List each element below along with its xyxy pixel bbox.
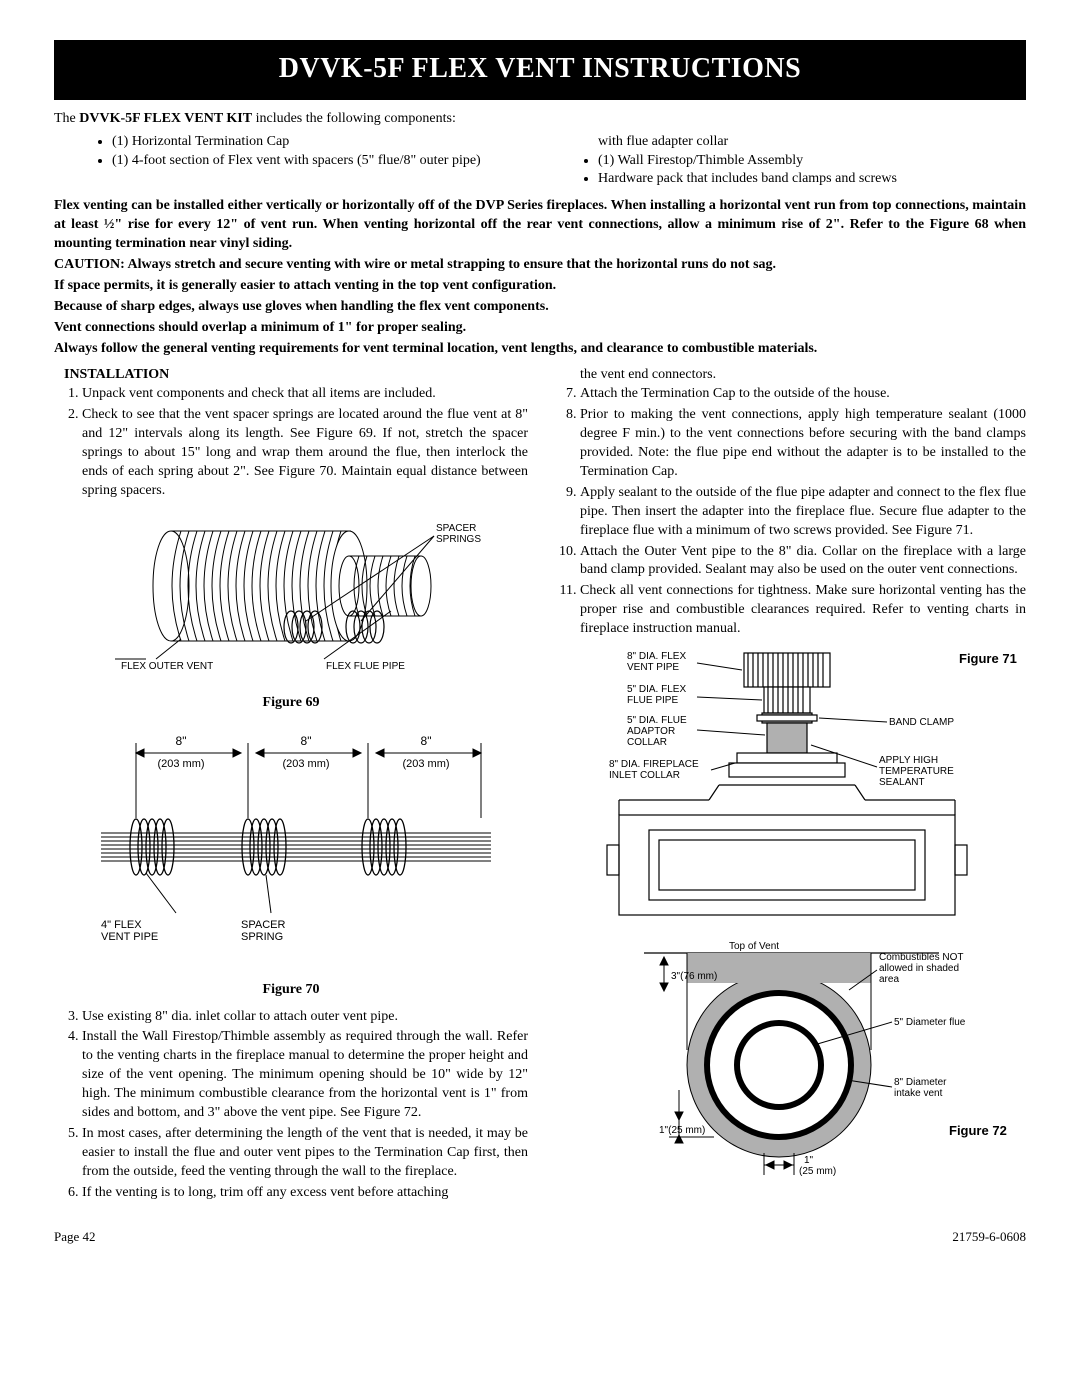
svg-text:TEMPERATURE: TEMPERATURE <box>879 766 954 777</box>
figure-70: 8" (203 mm) 8" (203 mm) 8" (203 mm) <box>54 723 528 973</box>
svg-text:Top of Vent: Top of Vent <box>729 941 779 952</box>
svg-text:Figure 71: Figure 71 <box>959 651 1017 666</box>
installation-head: INSTALLATION <box>54 366 528 385</box>
components-columns: (1) Horizontal Termination Cap (1) 4-foo… <box>54 133 1026 190</box>
install-step: If the venting is to long, trim off any … <box>82 1184 528 1203</box>
figure-70-caption: Figure 70 <box>54 981 528 1000</box>
install-step: Check all vent connections for tightness… <box>580 582 1026 639</box>
figure-69-caption: Figure 69 <box>54 694 528 713</box>
svg-text:BAND CLAMP: BAND CLAMP <box>889 717 954 728</box>
warning-line: If space permits, it is generally easier… <box>54 277 1026 296</box>
figure-71: 8" DIA. FLEXVENT PIPE 5" DIA. FLEXFLUE P… <box>552 645 1026 925</box>
svg-text:Figure 72: Figure 72 <box>949 1123 1007 1138</box>
svg-text:SEALANT: SEALANT <box>879 777 925 788</box>
svg-text:ADAPTOR: ADAPTOR <box>627 726 675 737</box>
svg-text:VENT PIPE: VENT PIPE <box>627 662 679 673</box>
intro-line: The DVVK-5F FLEX VENT KIT includes the f… <box>54 110 1026 129</box>
warning-line: Always follow the general venting requir… <box>54 340 1026 359</box>
svg-text:allowed in shaded: allowed in shaded <box>879 963 959 974</box>
install-step: Attach the Termination Cap to the outsid… <box>580 385 1026 404</box>
install-steps-1-2: Unpack vent components and check that al… <box>54 385 528 500</box>
fig69-label-flue: FLEX FLUE PIPE <box>326 661 405 672</box>
install-step: Apply sealant to the outside of the flue… <box>580 484 1026 541</box>
svg-text:8" Diameter: 8" Diameter <box>894 1077 947 1088</box>
components-left: (1) Horizontal Termination Cap (1) 4-foo… <box>94 133 540 171</box>
svg-text:8": 8" <box>176 734 187 748</box>
install-steps-7-11: Attach the Termination Cap to the outsid… <box>552 385 1026 639</box>
fig69-label-spacer: SPACER <box>436 523 476 534</box>
svg-text:5" Diameter flue: 5" Diameter flue <box>894 1017 966 1028</box>
right-column: the vent end connectors. Attach the Term… <box>552 366 1026 1204</box>
main-two-column: INSTALLATION Unpack vent components and … <box>54 366 1026 1204</box>
svg-text:SPACER: SPACER <box>241 919 285 931</box>
install-step: Check to see that the vent spacer spring… <box>82 406 528 500</box>
svg-text:5" DIA. FLUE: 5" DIA. FLUE <box>627 715 687 726</box>
components-right: (1) Wall Firestop/Thimble Assembly Hardw… <box>580 152 1026 190</box>
svg-text:(25 mm): (25 mm) <box>799 1166 836 1177</box>
svg-text:(203 mm): (203 mm) <box>157 758 204 770</box>
install-step: Install the Wall Firestop/Thimble assemb… <box>82 1028 528 1122</box>
svg-text:8" DIA. FLEX: 8" DIA. FLEX <box>627 651 686 662</box>
svg-text:SPRING: SPRING <box>241 931 283 943</box>
component-continuation: with flue adapter collar <box>580 133 1026 152</box>
intro-suffix: includes the following components: <box>252 111 456 126</box>
install-step: In most cases, after determining the len… <box>82 1125 528 1182</box>
svg-text:1"(25 mm): 1"(25 mm) <box>659 1125 705 1136</box>
install-step: Unpack vent components and check that al… <box>82 385 528 404</box>
component-item: Hardware pack that includes band clamps … <box>598 170 1026 189</box>
svg-text:SPRINGS: SPRINGS <box>436 534 481 545</box>
svg-text:VENT PIPE: VENT PIPE <box>101 931 158 943</box>
svg-text:5" DIA. FLEX: 5" DIA. FLEX <box>627 684 686 695</box>
intro-prefix: The <box>54 111 79 126</box>
install-step: Attach the Outer Vent pipe to the 8" dia… <box>580 543 1026 581</box>
warnings-block: Flex venting can be installed either ver… <box>54 197 1026 358</box>
figure-69: SPACER SPRINGS FLEX OUTER VENT FLEX FLUE… <box>54 511 528 686</box>
svg-text:8": 8" <box>421 734 432 748</box>
footer-page-number: Page 42 <box>54 1228 96 1246</box>
install-step: Prior to making the vent connections, ap… <box>580 406 1026 482</box>
warning-line: Flex venting can be installed either ver… <box>54 197 1026 254</box>
svg-text:intake vent: intake vent <box>894 1088 943 1099</box>
svg-text:8": 8" <box>301 734 312 748</box>
step-6-continuation: the vent end connectors. <box>552 366 1026 385</box>
footer-doc-id: 21759-6-0608 <box>952 1228 1026 1246</box>
warning-line: Because of sharp edges, always use glove… <box>54 298 1026 317</box>
install-step: Use existing 8" dia. inlet collar to att… <box>82 1008 528 1027</box>
figure-72: Top of Vent 3"(76 mm) <box>552 935 1026 1185</box>
intro-bold: DVVK-5F FLEX VENT KIT <box>79 111 252 126</box>
warning-line: CAUTION: Always stretch and secure venti… <box>54 256 1026 275</box>
svg-text:APPLY HIGH: APPLY HIGH <box>879 755 938 766</box>
svg-text:COLLAR: COLLAR <box>627 737 667 748</box>
component-item: (1) 4-foot section of Flex vent with spa… <box>112 152 540 171</box>
svg-text:area: area <box>879 974 899 985</box>
svg-text:4" FLEX: 4" FLEX <box>101 919 142 931</box>
component-item: (1) Horizontal Termination Cap <box>112 133 540 152</box>
svg-text:Combustibles NOT: Combustibles NOT <box>879 952 963 963</box>
svg-text:3"(76 mm): 3"(76 mm) <box>671 971 717 982</box>
svg-text:(203 mm): (203 mm) <box>402 758 449 770</box>
svg-text:1": 1" <box>804 1155 814 1166</box>
component-item: (1) Wall Firestop/Thimble Assembly <box>598 152 1026 171</box>
page-title: DVVK-5F FLEX VENT INSTRUCTIONS <box>54 40 1026 100</box>
svg-text:FLUE PIPE: FLUE PIPE <box>627 695 678 706</box>
svg-text:INLET COLLAR: INLET COLLAR <box>609 770 680 781</box>
install-steps-3-6: Use existing 8" dia. inlet collar to att… <box>54 1008 528 1203</box>
page-footer: Page 42 21759-6-0608 <box>54 1228 1026 1246</box>
left-column: INSTALLATION Unpack vent components and … <box>54 366 528 1204</box>
warning-line: Vent connections should overlap a minimu… <box>54 319 1026 338</box>
svg-text:(203 mm): (203 mm) <box>282 758 329 770</box>
svg-text:8" DIA. FIREPLACE: 8" DIA. FIREPLACE <box>609 759 699 770</box>
fig69-label-outer: FLEX OUTER VENT <box>121 661 213 672</box>
